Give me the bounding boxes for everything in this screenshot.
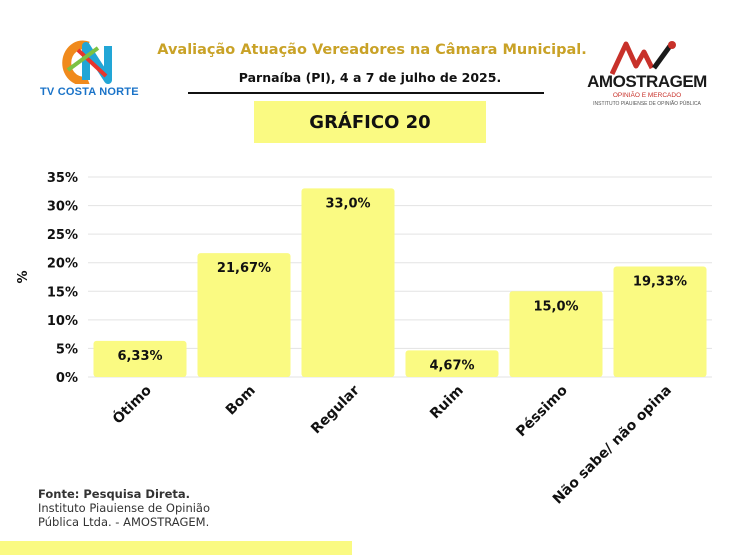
bar: [197, 253, 291, 377]
data-label: 6,33%: [117, 349, 162, 364]
source-body: Instituto Piauiense de Opinião Pública L…: [38, 501, 211, 529]
chart-title: Avaliação Atuação Vereadores na Câmara M…: [157, 42, 587, 58]
bar: [93, 340, 187, 377]
amostragem-name: AMOSTRAGEM: [587, 72, 707, 91]
y-tick-label: 5%: [56, 342, 78, 357]
y-tick-label: 35%: [47, 171, 78, 186]
cn-logo-mark-icon: [62, 40, 112, 84]
bar: [613, 266, 707, 377]
amostragem-tagline: OPINIÃO E MERCADO: [612, 92, 682, 99]
bottom-accent-strip: [0, 541, 352, 555]
y-tick-label: 0%: [56, 371, 78, 386]
data-label: 21,67%: [217, 261, 271, 276]
subtitle-underline: [188, 92, 544, 94]
data-label: 19,33%: [633, 275, 687, 290]
chart-subtitle: Parnaíba (PI), 4 a 7 de julho de 2025.: [238, 70, 502, 85]
y-tick-label: 30%: [47, 200, 78, 215]
category-label: Regular: [308, 382, 363, 437]
y-tick-label: 20%: [47, 257, 78, 272]
amostragem-mark-icon: [610, 41, 676, 76]
category-label: Bom: [223, 383, 259, 419]
bar: [509, 291, 603, 377]
data-label: 4,67%: [429, 358, 474, 373]
category-label: Ótimo: [108, 381, 155, 428]
data-label: 15,0%: [533, 299, 578, 314]
amostragem-institute: INSTITUTO PIAUIENSE DE OPINIÃO PÚBLICA: [593, 101, 701, 107]
tv-costa-norte-logo: TV COSTA NORTE: [40, 40, 150, 102]
y-tick-label: 10%: [47, 314, 78, 329]
chart-number-badge: GRÁFICO 20: [254, 101, 486, 143]
y-tick-label: 15%: [47, 285, 78, 300]
data-label: 33,0%: [325, 196, 370, 211]
category-label: Não sabe/ não opina: [550, 383, 675, 508]
category-label: Péssimo: [513, 382, 571, 440]
source-note: Fonte: Pesquisa Direta. Instituto Piauie…: [38, 487, 298, 529]
y-axis-title: %: [16, 270, 31, 283]
bar: [405, 350, 499, 377]
bar: [301, 188, 395, 377]
chart-number-text: GRÁFICO 20: [309, 111, 431, 133]
amostragem-logo: AMOSTRAGEM OPINIÃO E MERCADO INSTITUTO P…: [582, 38, 712, 112]
category-label: Ruim: [427, 383, 467, 423]
source-heading: Fonte: Pesquisa Direta.: [38, 487, 191, 501]
y-tick-label: 25%: [47, 228, 78, 243]
tv-costa-norte-text: TV COSTA NORTE: [40, 86, 139, 98]
